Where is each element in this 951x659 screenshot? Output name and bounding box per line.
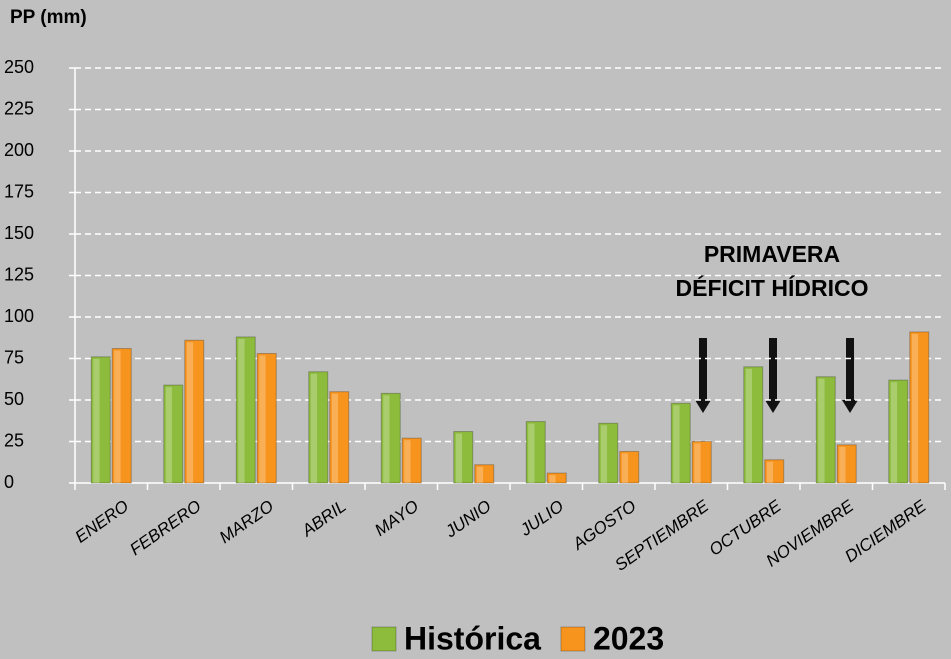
bar — [525, 421, 546, 484]
bar — [670, 402, 691, 484]
bar — [546, 472, 567, 484]
bar — [453, 431, 474, 484]
bar-shine — [621, 453, 629, 483]
bar-shine — [549, 475, 556, 483]
bar-shine — [694, 443, 701, 483]
annotation: PRIMAVERA — [704, 241, 840, 267]
arrow — [695, 338, 711, 413]
bar-shine — [839, 446, 846, 483]
bar — [256, 353, 277, 484]
arrow — [765, 338, 781, 413]
bar — [163, 384, 184, 484]
bar-shine — [310, 373, 318, 483]
bar-shine — [404, 440, 411, 483]
bar — [329, 391, 350, 484]
legend-label: Histórica — [404, 620, 541, 656]
arrow — [842, 338, 858, 413]
y-tick-label: 175 — [4, 181, 34, 201]
bar-shine — [600, 425, 608, 483]
bar — [598, 422, 619, 484]
bar-shine — [455, 433, 463, 483]
bar — [836, 444, 857, 484]
bar-shine — [238, 338, 245, 483]
bar-shine — [476, 466, 484, 483]
bar-shine — [165, 387, 173, 483]
y-tick-label: 150 — [4, 223, 34, 243]
y-tick-label: 50 — [4, 389, 24, 409]
y-tick-label: 25 — [4, 430, 24, 450]
y-tick-label: 200 — [4, 140, 34, 160]
bar — [764, 459, 785, 484]
bar — [619, 450, 640, 484]
bar-shine — [259, 355, 266, 483]
y-tick-label: 225 — [4, 98, 34, 118]
legend: Histórica 2023 — [371, 620, 664, 656]
bar — [308, 371, 329, 484]
y-tick-label: 0 — [4, 472, 14, 492]
bar — [380, 392, 401, 484]
bar-shine — [114, 350, 121, 483]
y-tick-label: 75 — [4, 347, 24, 367]
y-tick-label: 125 — [4, 264, 34, 284]
bar-shine — [186, 342, 194, 483]
arrows — [695, 338, 858, 413]
y-tick-label: 100 — [4, 306, 34, 326]
bar — [401, 437, 422, 484]
bar — [235, 336, 256, 484]
y-axis-title: PP (mm) — [10, 7, 87, 28]
bar — [743, 366, 764, 484]
bar — [474, 464, 495, 484]
bar-shine — [818, 378, 825, 483]
bar-shine — [745, 368, 753, 483]
bar-shine — [383, 395, 390, 483]
bar-shine — [331, 393, 339, 483]
annotation: DÉFICIT HÍDRICO — [676, 274, 869, 301]
bar — [111, 348, 132, 484]
y-tick-label: 250 — [4, 57, 34, 77]
bar-shine — [93, 358, 100, 483]
bar — [909, 331, 930, 484]
bar — [888, 379, 909, 484]
bar-shine — [528, 423, 535, 483]
legend-label: 2023 — [593, 620, 664, 656]
bar — [90, 356, 111, 484]
bar — [184, 339, 205, 484]
legend-swatch — [560, 626, 586, 652]
bar-shine — [911, 333, 919, 483]
bar — [691, 441, 712, 484]
legend-swatch — [371, 626, 397, 652]
bar-shine — [766, 461, 774, 483]
bar-shine — [673, 405, 680, 483]
bar-shine — [890, 382, 898, 483]
bar — [815, 376, 836, 484]
